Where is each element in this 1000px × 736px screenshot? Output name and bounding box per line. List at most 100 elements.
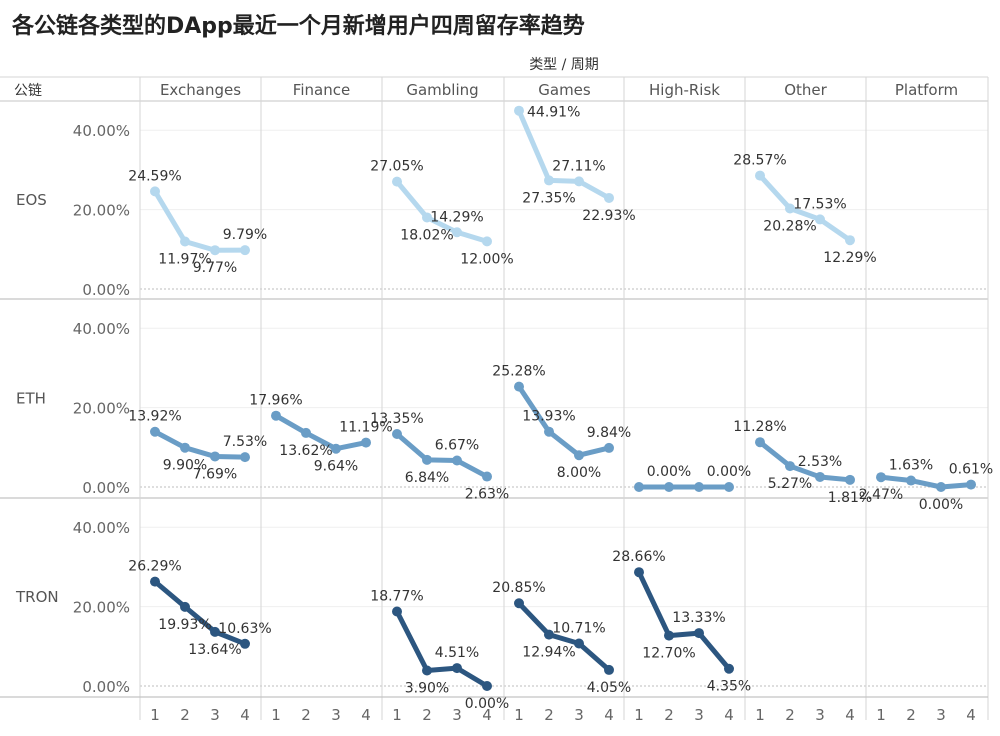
x-tick-label: 2: [664, 706, 674, 724]
data-point-eth-gambling: [392, 429, 402, 440]
data-point-eos-games: [514, 105, 524, 116]
data-point-eos-other: [755, 170, 765, 181]
data-label-eth-other: 1.81%: [828, 490, 872, 506]
data-label-eth-finance: 9.64%: [314, 459, 358, 475]
data-point-eth-gambling: [422, 454, 432, 465]
data-label-eos-gambling: 18.02%: [400, 227, 453, 243]
data-point-tron-gambling: [452, 663, 462, 674]
x-tick-label: 1: [150, 706, 160, 724]
data-label-eth-gambling: 2.63%: [465, 487, 509, 503]
data-point-eos-other: [785, 203, 795, 214]
data-point-eth-games: [604, 442, 614, 453]
row-label-eth: ETH: [16, 390, 46, 408]
x-tick-label: 3: [936, 706, 946, 724]
data-label-tron-gambling: 18.77%: [370, 588, 423, 604]
data-label-eth-other: 5.27%: [768, 476, 812, 492]
data-label-eos-gambling: 14.29%: [430, 209, 483, 225]
x-tick-label: 2: [544, 706, 554, 724]
x-tick-label: 2: [301, 706, 311, 724]
data-point-eth-high-risk: [724, 482, 734, 492]
data-point-tron-games: [544, 629, 554, 640]
data-point-tron-high-risk: [724, 663, 734, 674]
data-point-eos-exchanges: [240, 245, 250, 256]
data-label-eos-exchanges: 11.97%: [158, 251, 211, 267]
data-point-eth-platform: [966, 479, 976, 490]
data-point-eth-other: [815, 471, 825, 482]
data-label-eth-platform: 0.61%: [949, 462, 993, 478]
data-label-eth-platform: 1.63%: [889, 458, 933, 474]
series-line-tron-high-risk: [636, 569, 732, 672]
data-point-eth-finance: [301, 427, 311, 438]
data-point-tron-high-risk: [664, 630, 674, 641]
data-point-eth-finance: [361, 437, 371, 448]
x-tick-label: 3: [574, 706, 584, 724]
data-point-eos-games: [604, 192, 614, 203]
data-label-tron-exchanges: 10.63%: [218, 621, 271, 637]
data-point-tron-exchanges: [150, 576, 160, 587]
data-label-eth-exchanges: 9.90%: [163, 458, 207, 474]
data-label-eth-other: 11.28%: [733, 419, 786, 435]
y-tick-label: 0.00%: [82, 281, 130, 299]
y-tick-label: 20.00%: [73, 400, 130, 418]
data-label-eth-games: 25.28%: [492, 364, 545, 380]
x-tick-label: 2: [785, 706, 795, 724]
y-tick-label: 20.00%: [73, 202, 130, 220]
data-label-tron-games: 12.94%: [522, 645, 575, 661]
data-point-eth-exchanges: [150, 426, 160, 437]
x-tick-label: 4: [966, 706, 976, 724]
data-label-tron-exchanges: 19.93%: [158, 617, 211, 633]
data-label-eos-other: 20.28%: [763, 218, 816, 234]
data-label-eth-finance: 13.62%: [279, 443, 332, 459]
y-tick-label: 0.00%: [82, 678, 130, 696]
data-point-tron-games: [574, 638, 584, 649]
data-label-eth-high-risk: 0.00%: [647, 464, 691, 480]
x-tick-label: 4: [724, 706, 734, 724]
row-label-eos: EOS: [16, 191, 47, 209]
x-tick-label: 1: [514, 706, 524, 724]
column-label-gambling: Gambling: [406, 81, 478, 99]
data-label-tron-exchanges: 26.29%: [128, 559, 181, 575]
x-tick-label: 1: [876, 706, 886, 724]
y-tick-label: 0.00%: [82, 479, 130, 497]
series-line-eos-exchanges: [152, 188, 248, 253]
data-point-eth-games: [544, 426, 554, 437]
x-tick-label: 4: [604, 706, 614, 724]
data-label-eos-gambling: 27.05%: [370, 159, 423, 175]
series-line-eth-platform: [878, 474, 974, 490]
data-point-eos-games: [544, 175, 554, 186]
column-label-exchanges: Exchanges: [160, 81, 241, 99]
data-point-tron-exchanges: [180, 601, 190, 612]
data-point-eth-gambling: [452, 455, 462, 466]
x-tick-label: 2: [906, 706, 916, 724]
data-point-eos-other: [815, 214, 825, 225]
data-label-eos-other: 28.57%: [733, 153, 786, 169]
x-tick-label: 2: [180, 706, 190, 724]
row-label-tron: TRON: [15, 588, 59, 606]
data-label-tron-exchanges: 13.64%: [188, 642, 241, 658]
x-tick-label: 4: [240, 706, 250, 724]
data-label-eth-platform: 0.00%: [919, 497, 963, 513]
data-label-tron-high-risk: 12.70%: [642, 646, 695, 662]
data-point-eos-exchanges: [180, 236, 190, 247]
data-label-eth-gambling: 6.67%: [435, 438, 479, 454]
data-label-eth-exchanges: 13.92%: [128, 409, 181, 425]
data-point-eth-exchanges: [240, 452, 250, 463]
x-tick-label: 1: [271, 706, 281, 724]
data-point-eos-gambling: [482, 236, 492, 247]
data-point-eos-gambling: [452, 227, 462, 238]
data-label-tron-games: 4.05%: [587, 680, 631, 696]
series-line-eos-other: [757, 173, 853, 243]
data-label-eth-games: 9.84%: [587, 425, 631, 441]
series-line-tron-games: [516, 600, 612, 673]
x-tick-label: 1: [755, 706, 765, 724]
y-tick-label: 40.00%: [73, 320, 130, 338]
data-label-tron-high-risk: 28.66%: [612, 549, 665, 565]
column-label-platform: Platform: [895, 81, 958, 99]
x-tick-label: 4: [845, 706, 855, 724]
data-point-eth-platform: [906, 475, 916, 486]
data-label-eth-exchanges: 7.53%: [223, 434, 267, 450]
data-label-eth-high-risk: 0.00%: [707, 464, 751, 480]
series-line-tron-exchanges: [152, 579, 248, 647]
data-label-eth-platform: 2.47%: [859, 487, 903, 503]
